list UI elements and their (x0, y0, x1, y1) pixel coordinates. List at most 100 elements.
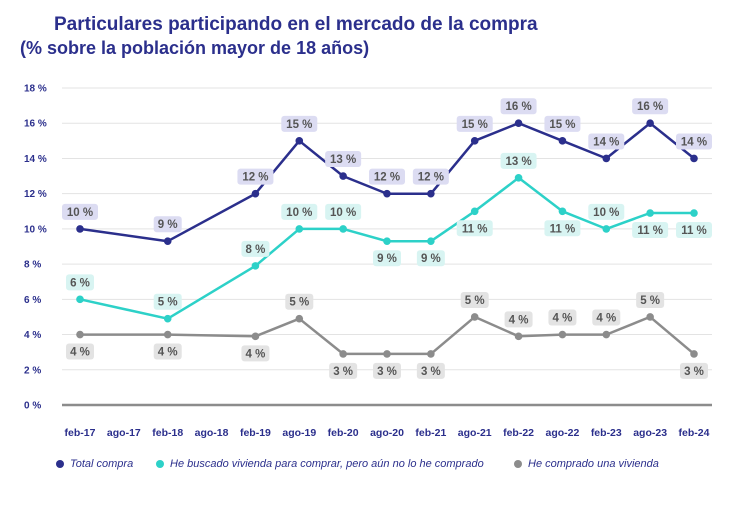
x-tick-label: ago-18 (195, 427, 229, 439)
y-tick-label: 14 % (24, 154, 47, 165)
data-point (646, 119, 654, 128)
data-point (339, 225, 347, 233)
x-tick-label: ago-19 (282, 427, 316, 439)
data-label: 15 % (286, 119, 312, 131)
y-tick-label: 8 % (24, 260, 41, 271)
legend-swatch-he-buscado (156, 460, 164, 468)
data-label-box (66, 343, 94, 360)
data-label-box (281, 115, 318, 132)
data-point (383, 237, 391, 246)
x-tick-label: feb-18 (152, 427, 183, 439)
data-label-box (456, 220, 493, 237)
data-label: 13 % (505, 156, 531, 168)
y-tick-label: 10 % (24, 224, 47, 235)
y-tick-label: 16 % (24, 119, 47, 130)
data-label-box (237, 168, 274, 185)
data-label: 12 % (418, 172, 444, 184)
legend-label: Total compra (70, 458, 134, 470)
x-tick-label: feb-20 (328, 427, 359, 439)
data-label: 3 % (684, 366, 704, 378)
data-point (470, 137, 479, 145)
x-tick-label: feb-24 (679, 427, 710, 439)
data-label: 9 % (377, 253, 397, 265)
data-point (251, 262, 260, 270)
data-label-box (676, 222, 712, 239)
data-label: 4 % (596, 313, 616, 325)
data-label: 14 % (593, 136, 619, 148)
data-point (427, 350, 435, 358)
data-label-box (544, 115, 581, 132)
y-tick-label: 6 % (24, 295, 41, 306)
data-label: 4 % (553, 313, 573, 325)
data-label: 4 % (509, 314, 529, 326)
data-label-box (66, 274, 94, 291)
x-tick-label: ago-21 (458, 427, 492, 439)
y-tick-label: 12 % (24, 189, 47, 200)
data-point (295, 314, 304, 323)
data-point (163, 237, 172, 246)
data-label-box (588, 203, 625, 220)
data-point (295, 225, 304, 233)
data-label-box (369, 168, 405, 185)
data-label-box (456, 115, 493, 132)
data-label: 12 % (374, 172, 400, 184)
x-tick-label: ago-22 (546, 427, 580, 439)
data-label-box (548, 309, 577, 326)
x-tick-label: ago-20 (370, 427, 404, 439)
data-point (383, 350, 391, 358)
x-tick-label: feb-23 (591, 427, 622, 439)
data-label: 9 % (158, 219, 178, 231)
data-label-box (281, 203, 318, 220)
data-label-box (285, 293, 314, 310)
y-tick-label: 4 % (24, 330, 41, 341)
y-tick-label: 2 % (24, 365, 41, 376)
data-label: 10 % (330, 207, 356, 219)
data-point (602, 330, 611, 339)
data-label-box (241, 240, 270, 257)
data-label: 15 % (462, 119, 488, 131)
x-tick-label: ago-23 (633, 427, 667, 439)
data-point (339, 172, 347, 180)
data-label: 6 % (70, 277, 90, 289)
x-tick-label: feb-21 (415, 427, 446, 439)
data-label-box (416, 362, 445, 379)
data-point (646, 209, 654, 217)
data-point (76, 295, 84, 304)
data-point (514, 174, 523, 182)
legend: Total compra He buscado vivienda para co… (0, 458, 735, 478)
data-label: 12 % (242, 172, 268, 184)
data-point (251, 189, 260, 198)
data-label-box (62, 203, 98, 220)
legend-item-total-compra: Total compra (56, 458, 133, 470)
data-label-box (544, 220, 581, 237)
legend-swatch-he-comprado (514, 460, 522, 468)
data-label-box (632, 222, 669, 239)
data-label-box (412, 168, 449, 185)
x-tick-label: feb-17 (65, 427, 96, 439)
data-point (470, 313, 479, 321)
data-label: 11 % (550, 223, 576, 235)
data-label: 13 % (330, 154, 356, 166)
data-point (427, 237, 435, 246)
data-label: 3 % (377, 366, 397, 378)
data-point (251, 332, 260, 341)
data-point (76, 225, 84, 233)
legend-item-he-buscado: He buscado vivienda para comprar, pero a… (156, 458, 484, 470)
data-label-box (460, 291, 489, 308)
data-label-box (632, 98, 669, 115)
data-label-box (680, 362, 708, 379)
data-label: 4 % (246, 348, 266, 360)
data-point (76, 330, 84, 339)
data-label-box (325, 151, 362, 168)
legend-label: He buscado vivienda para comprar, pero a… (170, 458, 484, 470)
data-label-box (153, 216, 182, 233)
data-label: 3 % (333, 366, 353, 378)
data-label-box (329, 362, 358, 379)
data-label: 16 % (637, 101, 663, 113)
data-point (295, 137, 304, 145)
data-point (383, 189, 391, 198)
data-point (690, 154, 698, 163)
data-label-box (676, 133, 712, 150)
